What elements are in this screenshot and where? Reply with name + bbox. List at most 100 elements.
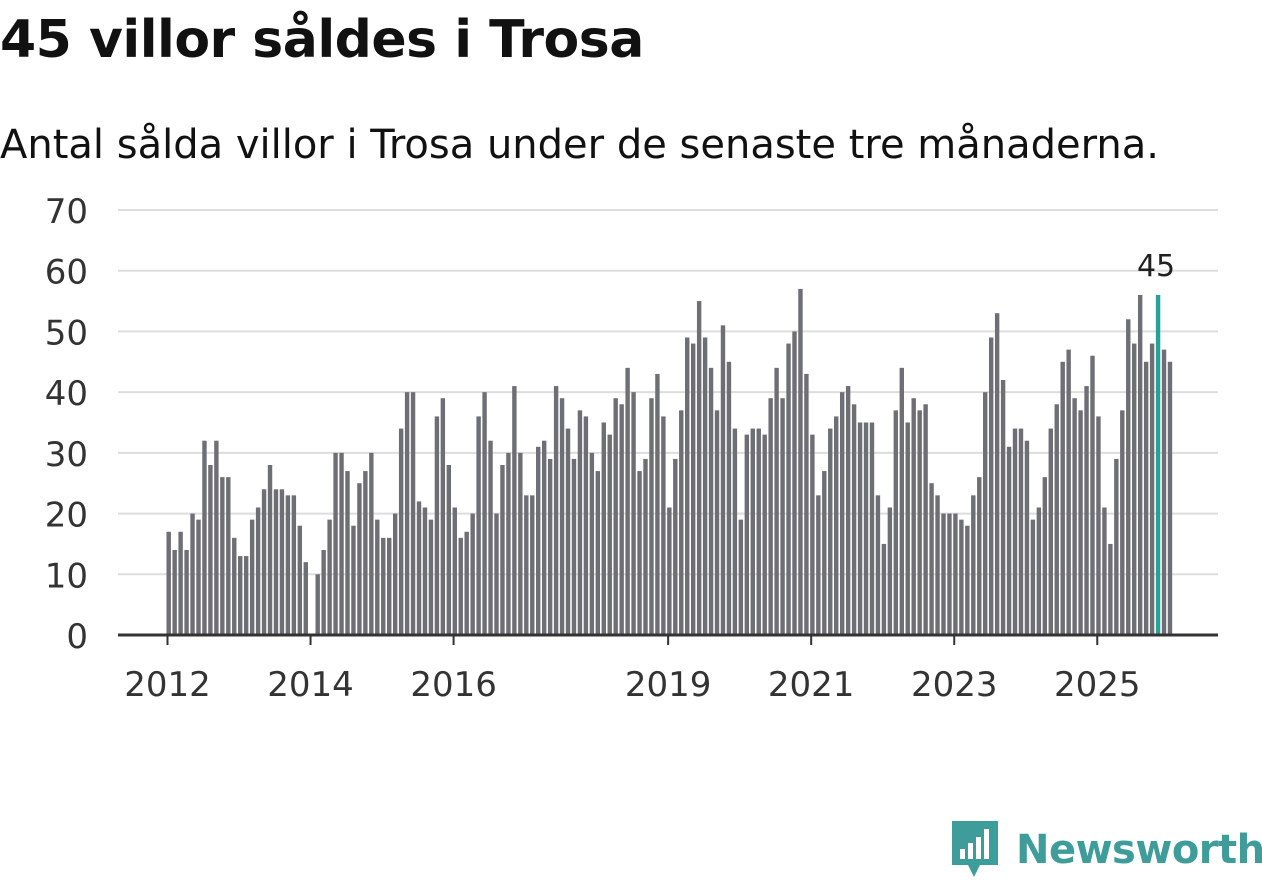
bar: [720, 325, 726, 635]
bar: [917, 410, 922, 635]
bar: [1036, 507, 1042, 635]
bar: [696, 301, 702, 635]
bar: [559, 398, 565, 635]
bar-chart: 0 10 20 30 40 50 60 70 2012 2014 2016 2019 2021 2023 2…: [45, 192, 1218, 700]
bar: [726, 361, 732, 635]
brand-logo: Newsworthy: [950, 818, 1262, 882]
bar-layer: [166, 288, 1173, 635]
bar: [1072, 398, 1077, 635]
bar: [267, 465, 273, 635]
bar: [1024, 440, 1030, 635]
bar: [935, 495, 940, 635]
bar: [279, 489, 285, 635]
bar: [589, 452, 595, 635]
bar: [512, 386, 517, 635]
bar: [988, 337, 994, 635]
bar: [845, 386, 851, 635]
bar: [416, 501, 422, 635]
bar: [583, 416, 589, 635]
bar: [941, 513, 946, 635]
bar: [732, 428, 738, 635]
bar: [1000, 380, 1006, 635]
bar: [273, 489, 279, 635]
x-tick-label: 2014: [267, 665, 354, 700]
bar: [565, 428, 571, 635]
bar: [500, 465, 505, 635]
bar: [518, 452, 523, 635]
bar: [261, 489, 267, 635]
newsworthy-logo-icon: [952, 821, 998, 877]
bar: [327, 519, 332, 635]
bar: [881, 543, 887, 635]
bar: [458, 537, 463, 635]
brand-name: Newsworthy: [1016, 827, 1262, 873]
bar: [464, 531, 469, 635]
bar: [708, 367, 714, 635]
bar: [226, 477, 231, 635]
y-tick-label: 30: [45, 435, 88, 475]
bar: [756, 428, 761, 635]
bar: [214, 440, 219, 635]
bar: [828, 428, 833, 635]
bar: [673, 458, 678, 635]
bar: [530, 495, 535, 635]
bar: [929, 483, 934, 635]
bar: [947, 513, 952, 635]
bar: [506, 452, 511, 635]
bar: [255, 507, 261, 635]
bar: [863, 422, 869, 635]
bar: [440, 398, 446, 635]
bar: [1096, 416, 1101, 635]
bar: [685, 337, 690, 635]
bar: [899, 367, 904, 635]
bar: [398, 428, 404, 635]
bar: [196, 519, 201, 635]
bar: [422, 507, 428, 635]
bar: [971, 495, 976, 635]
bar: [839, 392, 845, 635]
bar: [804, 373, 809, 635]
bar: [786, 343, 791, 635]
bar: [923, 404, 928, 635]
bar: [303, 562, 308, 635]
bar: [1126, 319, 1131, 635]
x-tick-label: 2025: [1054, 665, 1141, 700]
y-tick-label: 40: [45, 374, 88, 414]
bar: [762, 434, 767, 635]
bar: [1012, 428, 1018, 635]
y-tick-label: 0: [66, 617, 88, 657]
bar: [285, 495, 291, 635]
bar: [1161, 349, 1167, 635]
bar: [1108, 543, 1113, 635]
bar: [232, 537, 237, 635]
bar: [381, 537, 386, 635]
bar: [446, 465, 452, 635]
bar: [679, 410, 684, 635]
grid-layer: [118, 209, 1218, 576]
bar: [857, 422, 863, 635]
y-tick-label: 20: [45, 496, 88, 536]
bar: [220, 477, 225, 635]
bar: [339, 452, 344, 635]
bar: [1078, 410, 1083, 635]
bar: [524, 495, 529, 635]
value-annotation: 45: [1137, 249, 1175, 284]
y-tick-label: 10: [45, 556, 88, 596]
bar: [637, 471, 642, 635]
bar: [887, 507, 893, 635]
bar: [613, 398, 618, 635]
bar: [166, 531, 171, 635]
bar: [1084, 386, 1089, 635]
bar: [536, 446, 541, 635]
bar: [1066, 349, 1071, 635]
bar: [607, 434, 612, 635]
bar: [965, 525, 970, 635]
bar: [1120, 410, 1125, 635]
bar: [404, 392, 410, 635]
bar: [994, 313, 1000, 635]
bar: [387, 537, 392, 635]
bar: [190, 513, 195, 635]
bar: [452, 507, 457, 635]
bar: [547, 458, 553, 635]
bar: [869, 422, 875, 635]
